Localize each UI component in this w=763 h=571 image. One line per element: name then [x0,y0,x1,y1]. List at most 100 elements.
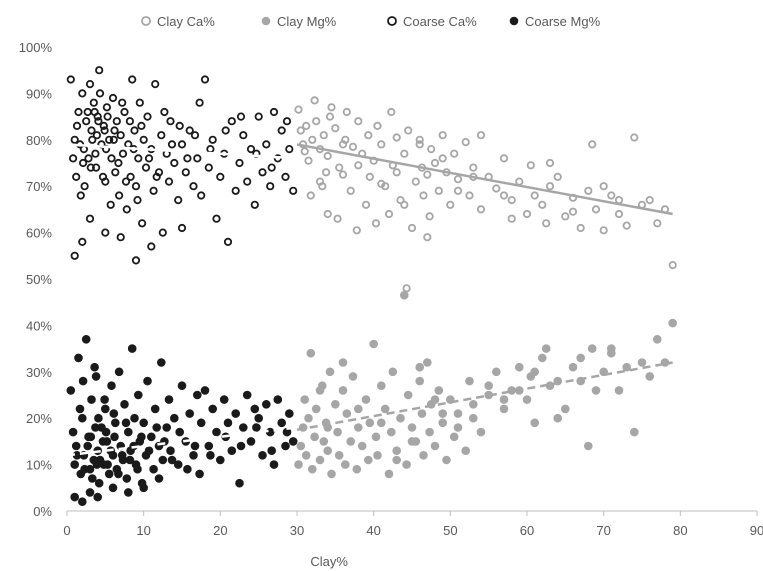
data-point [139,135,148,144]
chart-legend: Clay Ca% Clay Mg% Coarse Ca% Coarse Mg% [141,14,601,29]
data-point [174,196,183,205]
data-point [138,219,147,228]
data-point [177,381,187,391]
data-point [338,140,348,149]
data-point [103,460,112,469]
data-point [83,441,92,451]
data-point [323,151,332,161]
data-point [109,135,118,144]
data-point [576,353,586,363]
plot-area [66,66,757,512]
data-point [195,469,204,479]
data-point [227,117,236,126]
data-point [363,455,373,465]
data-point [289,186,298,195]
data-point [377,140,386,149]
data-point [143,112,152,121]
data-point [206,450,215,460]
data-point [150,404,160,414]
data-point [167,455,177,465]
x-tick-label: 30 [290,523,304,538]
data-point [545,158,555,168]
data-point [69,154,78,163]
data-point [143,376,152,386]
data-point [461,138,470,147]
data-point [302,121,311,131]
data-point [107,154,116,163]
data-point [100,126,109,135]
data-point [173,460,183,469]
y-tick-label: 100% [19,40,53,55]
data-point [72,121,82,131]
data-point [133,464,142,474]
data-point [450,149,459,158]
data-point [353,404,363,414]
data-point [294,105,303,114]
data-point [175,427,184,437]
data-point [277,418,287,428]
data-point [384,469,394,479]
data-point [438,154,447,163]
data-point [607,191,616,200]
data-point [417,409,427,418]
data-point [300,395,310,404]
data-point [499,404,509,414]
data-point [223,237,233,246]
data-point [438,409,448,418]
x-tick-label: 80 [673,523,687,538]
data-point [645,372,655,381]
x-axis-title: Clay% [310,554,348,569]
x-tick-label: 90 [750,523,763,538]
data-point [82,117,91,126]
data-point [72,172,81,181]
data-point [296,441,306,451]
data-point [415,135,424,144]
data-point [134,390,143,400]
data-point [175,121,184,131]
data-point [216,455,225,465]
data-point [164,395,174,404]
data-point [106,200,115,209]
data-point [430,395,440,404]
data-point [338,358,348,367]
data-point [170,158,179,168]
data-point [614,386,624,395]
data-point [340,460,350,469]
data-point [246,145,256,154]
data-point [653,219,662,228]
data-point [90,107,99,117]
data-point [357,441,367,451]
data-point [522,209,532,219]
data-point [553,172,562,181]
data-point [94,413,103,423]
data-point [81,334,91,344]
data-point [515,177,524,186]
data-point [541,344,551,353]
data-point [492,184,501,193]
data-point [415,140,424,149]
data-point [284,409,294,418]
data-point [545,182,555,191]
data-point [371,219,381,228]
data-point [219,395,229,404]
data-point [130,413,139,423]
data-point [236,112,246,121]
data-point [216,172,225,181]
data-point [93,492,102,502]
data-point [124,488,133,497]
data-point [115,191,124,200]
data-point [465,191,474,200]
data-point [231,186,240,195]
data-point [469,163,478,172]
data-point [193,390,202,400]
data-point [365,172,374,181]
data-point [79,158,88,168]
legend-marker [387,16,397,26]
data-point [371,432,381,442]
data-point [200,386,210,395]
y-tick-label: 30% [26,365,52,380]
data-point [98,437,108,446]
legend-label: Clay Mg% [277,14,337,29]
data-point [185,126,194,135]
